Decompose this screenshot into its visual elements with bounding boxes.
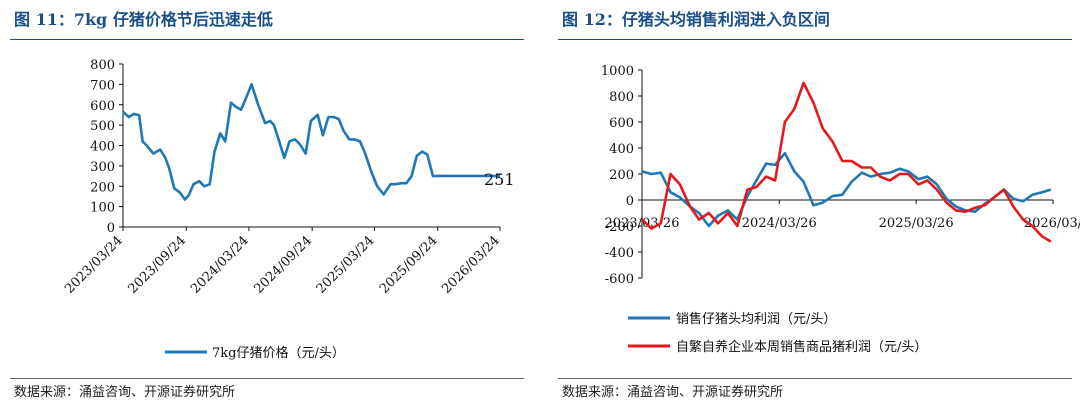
left-x-tick-label: 2023/09/24: [126, 233, 190, 297]
right-figure-title: 图 12：仔猪头均销售利润进入负区间: [562, 10, 830, 29]
left-y-tick-label: 500: [90, 119, 115, 134]
left-chart-svg: 0 100 200 300 400 500 600 700 800 2023/03/24 2023/…: [62, 58, 515, 361]
left-y-tick-label: 600: [90, 99, 115, 114]
right-legend-label-0: 销售仔猪头均利润（元/头）: [676, 311, 836, 327]
right-y-tick-label: 600: [609, 116, 634, 131]
right-y-tick-label: -600: [605, 272, 634, 287]
left-series-line-0: [122, 83, 500, 201]
right-y-tick-label: -200: [605, 220, 634, 235]
left-x-tick-label: 2026/03/24: [439, 233, 503, 297]
right-y-tick-label: 200: [609, 168, 634, 183]
left-x-tick-label: 2023/03/24: [62, 233, 126, 297]
right-legend-label-1: 自繁自养企业本周销售商品猪利润（元/头）: [676, 339, 927, 355]
left-figure-panel: 图 11：7kg 仔猪价格节后迅速走低 0 100 200 300 400 500 600 7…: [0, 0, 532, 402]
left-x-tick-label: 2024/03/24: [188, 233, 252, 297]
right-x-tick-label: 2024/03/26: [742, 216, 817, 231]
right-y-tick-label: 400: [609, 142, 634, 157]
left-title-divider: [10, 39, 524, 40]
right-y-tick-label: 0: [626, 194, 634, 209]
right-series-line-1: [641, 81, 1052, 243]
left-y-tick-label: 100: [90, 201, 115, 216]
right-y-tick-label: 1000: [601, 64, 634, 79]
left-legend-label: 7kg仔猪价格（元/头）: [212, 345, 345, 361]
right-title-divider: [558, 39, 1072, 40]
left-y-tick-label: 300: [90, 160, 115, 175]
left-x-tick-label: 2025/09/24: [377, 233, 441, 297]
left-y-tick-label: 800: [90, 58, 115, 73]
right-y-tick-label: 800: [609, 90, 634, 105]
left-y-tick-label: 0: [107, 221, 115, 236]
left-y-tick-label: 700: [90, 78, 115, 93]
left-source-note: 数据来源：涌益咨询、开源证券研究所: [14, 385, 236, 400]
right-y-tick-label: -400: [605, 246, 634, 261]
left-x-tick-label: 2024/09/24: [251, 233, 315, 297]
right-source-divider: [558, 378, 1072, 379]
right-source-note: 数据来源：涌益咨询、开源证券研究所: [562, 385, 784, 400]
left-source-divider: [10, 378, 524, 379]
left-figure-title: 图 11：7kg 仔猪价格节后迅速走低: [14, 10, 273, 29]
right-chart-svg: -600 -400 -200 0 200 400 600 800 1000 2023/03/26 2…: [601, 64, 1080, 355]
left-y-tick-label: 200: [90, 180, 115, 195]
right-x-tick-label: 2023/03/26: [605, 216, 680, 231]
left-x-tick-label: 2025/03/24: [314, 233, 378, 297]
right-figure-panel: 图 12：仔猪头均销售利润进入负区间 -600 -400 -200 0 200 400 60…: [548, 0, 1080, 402]
right-x-tick-label: 2026/03/: [1024, 216, 1080, 231]
right-x-tick-label: 2025/03/26: [879, 216, 954, 231]
left-last-value-label: 251: [484, 170, 515, 189]
left-y-tick-label: 400: [90, 140, 115, 155]
